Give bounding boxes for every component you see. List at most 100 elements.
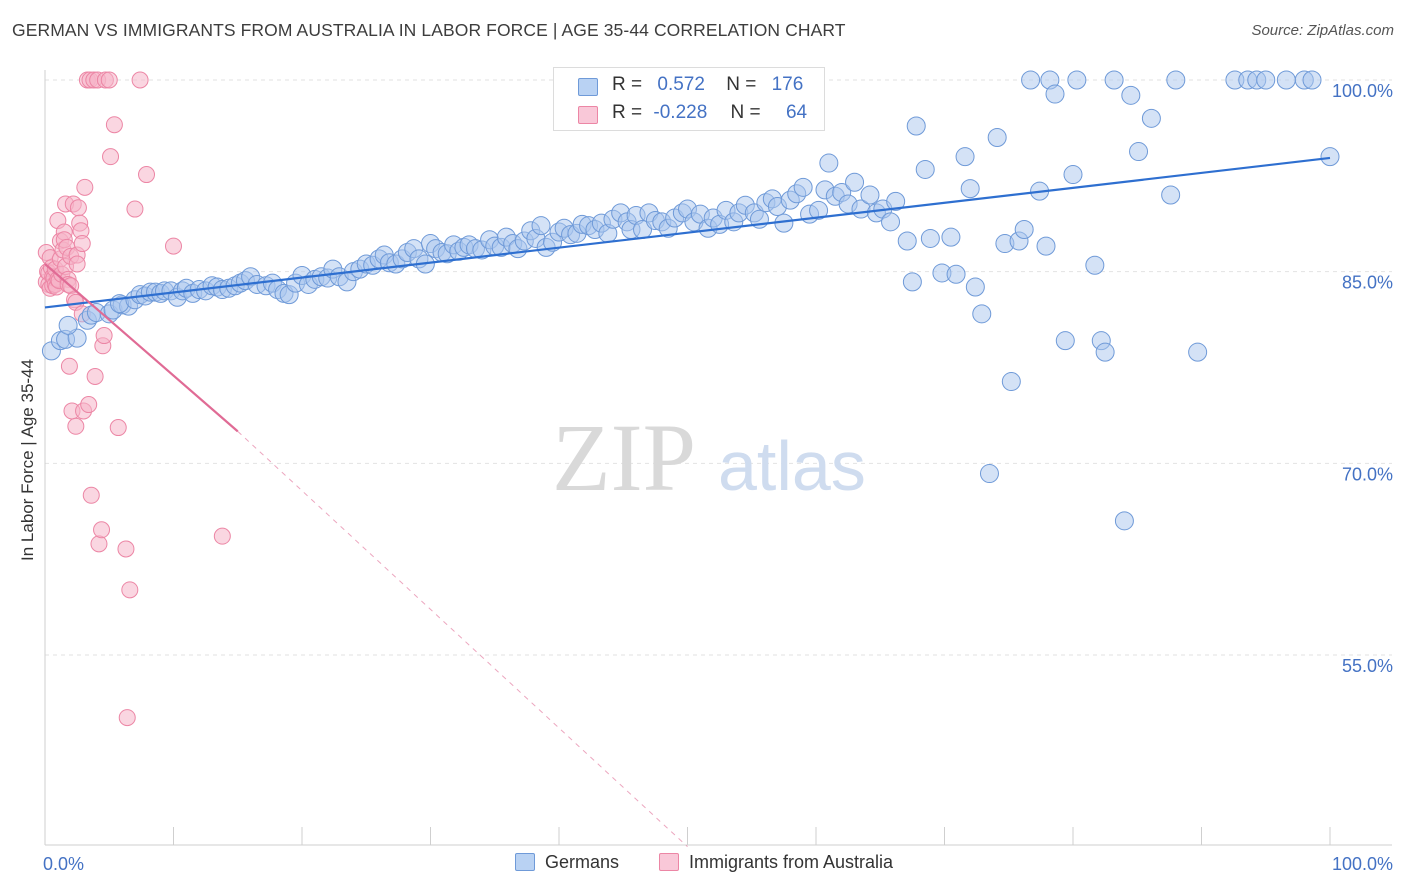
data-point-germans (1256, 70, 1276, 90)
data-point-germans (902, 272, 922, 292)
x-tick-labels: 0.0% 100.0% (43, 854, 1393, 874)
data-point-germans (915, 159, 935, 179)
chart-title: GERMAN VS IMMIGRANTS FROM AUSTRALIA IN L… (12, 20, 846, 40)
data-point-germans (1001, 372, 1021, 392)
data-point-immigrants (86, 367, 104, 385)
data-point-germans (1095, 342, 1115, 362)
data-point-germans (1302, 70, 1322, 90)
correlation-legend: R = 0.572 N = 176 R = -0.228 N = 64 (553, 67, 825, 131)
data-point-immigrants (60, 357, 78, 375)
data-point-immigrants (165, 237, 182, 255)
bottom-legend-immigrants-label: Immigrants from Australia (689, 852, 894, 872)
data-point-immigrants (82, 486, 100, 504)
data-point-immigrants (138, 166, 156, 184)
data-point-germans (886, 191, 906, 211)
data-point-germans (1161, 185, 1181, 205)
data-point-germans (1129, 142, 1149, 162)
y-tick-label: 70.0% (1342, 464, 1393, 484)
data-point-immigrants (68, 255, 86, 273)
x-tick-label: 0.0% (43, 854, 84, 874)
legend-r-label: R = (612, 102, 643, 123)
bottom-legend-immigrants: Immigrants from Australia (659, 852, 893, 873)
data-point-immigrants (126, 200, 144, 218)
data-point-immigrants (95, 327, 113, 345)
data-point-germans (1188, 342, 1208, 362)
data-point-germans (860, 185, 880, 205)
data-point-germans (881, 212, 901, 232)
y-tick-label: 100.0% (1332, 81, 1393, 101)
data-point-immigrants (118, 709, 136, 727)
data-point-germans (941, 227, 961, 247)
data-point-immigrants (117, 540, 135, 558)
data-point-germans (1320, 147, 1340, 167)
data-point-immigrants (93, 521, 111, 539)
data-point-immigrants (100, 71, 118, 89)
legend-r-label: R = (612, 74, 643, 95)
data-point-immigrants (76, 178, 94, 196)
trend-lines (44, 156, 1331, 848)
legend-swatch-germans (578, 78, 598, 96)
data-point-germans (946, 264, 966, 284)
data-point-germans (1067, 70, 1087, 90)
data-point-immigrants (131, 71, 149, 89)
data-point-germans (1166, 70, 1186, 90)
data-point-immigrants (121, 581, 139, 599)
legend-n-label: N = (730, 102, 761, 123)
bottom-legend-germans: Germans (515, 852, 619, 873)
data-point-germans (845, 172, 865, 192)
data-point-germans (1021, 70, 1041, 90)
data-point-germans (1045, 84, 1065, 104)
data-point-germans (1276, 70, 1296, 90)
legend-n-label: N = (726, 74, 757, 95)
data-point-germans (1104, 70, 1124, 90)
y-tick-label: 55.0% (1342, 656, 1393, 676)
watermark-zip: ZIP (552, 404, 696, 511)
data-point-immigrants (105, 116, 123, 134)
data-point-germans (58, 315, 78, 335)
data-point-germans (819, 153, 839, 173)
data-point-germans (965, 277, 985, 297)
source-label: Source: ZipAtlas.com (1251, 22, 1394, 39)
data-point-germans (987, 128, 1007, 147)
data-point-germans (1121, 85, 1141, 105)
bottom-swatch-immigrants (659, 853, 679, 871)
watermark: ZIP atlas (552, 404, 866, 511)
data-point-immigrants (213, 527, 231, 545)
data-point-germans (1141, 108, 1161, 128)
legend-r-value: 0.572 (657, 74, 705, 95)
trend-line-immigrants (44, 263, 239, 433)
data-point-germans (906, 116, 926, 136)
data-point-immigrants (69, 199, 87, 217)
y-tick-labels: 55.0% 70.0% 85.0% 100.0% (1332, 81, 1393, 676)
y-tick-label: 85.0% (1342, 273, 1393, 293)
data-point-immigrants (67, 417, 85, 435)
data-point-germans (1014, 220, 1034, 239)
legend-n-value: 64 (785, 102, 808, 123)
data-point-germans (1063, 165, 1083, 185)
data-point-germans (1114, 511, 1134, 531)
bottom-swatch-germans (515, 853, 535, 871)
axes (44, 70, 1392, 846)
x-tick-label: 100.0% (1332, 854, 1393, 874)
bottom-legend-germans-label: Germans (545, 852, 620, 872)
trend-line-germans (44, 156, 1331, 309)
data-point-germans (793, 177, 813, 197)
watermark-atlas: atlas (718, 427, 866, 505)
data-point-germans (809, 200, 829, 220)
legend-swatch-immigrants (578, 106, 598, 124)
data-point-germans (1085, 255, 1105, 275)
legend-n-value: 176 (771, 74, 804, 95)
data-point-immigrants (102, 148, 120, 166)
trend-line-immigrants-extension (237, 431, 688, 848)
data-point-germans (1036, 236, 1056, 256)
data-point-germans (955, 147, 975, 167)
data-point-germans (979, 464, 999, 484)
data-point-germans (897, 231, 917, 251)
data-point-germans (920, 228, 940, 248)
data-point-germans (531, 216, 551, 236)
data-point-immigrants (109, 419, 127, 437)
grid-lines (45, 79, 1392, 656)
data-point-immigrants (80, 396, 98, 414)
data-point-germans (972, 304, 992, 324)
